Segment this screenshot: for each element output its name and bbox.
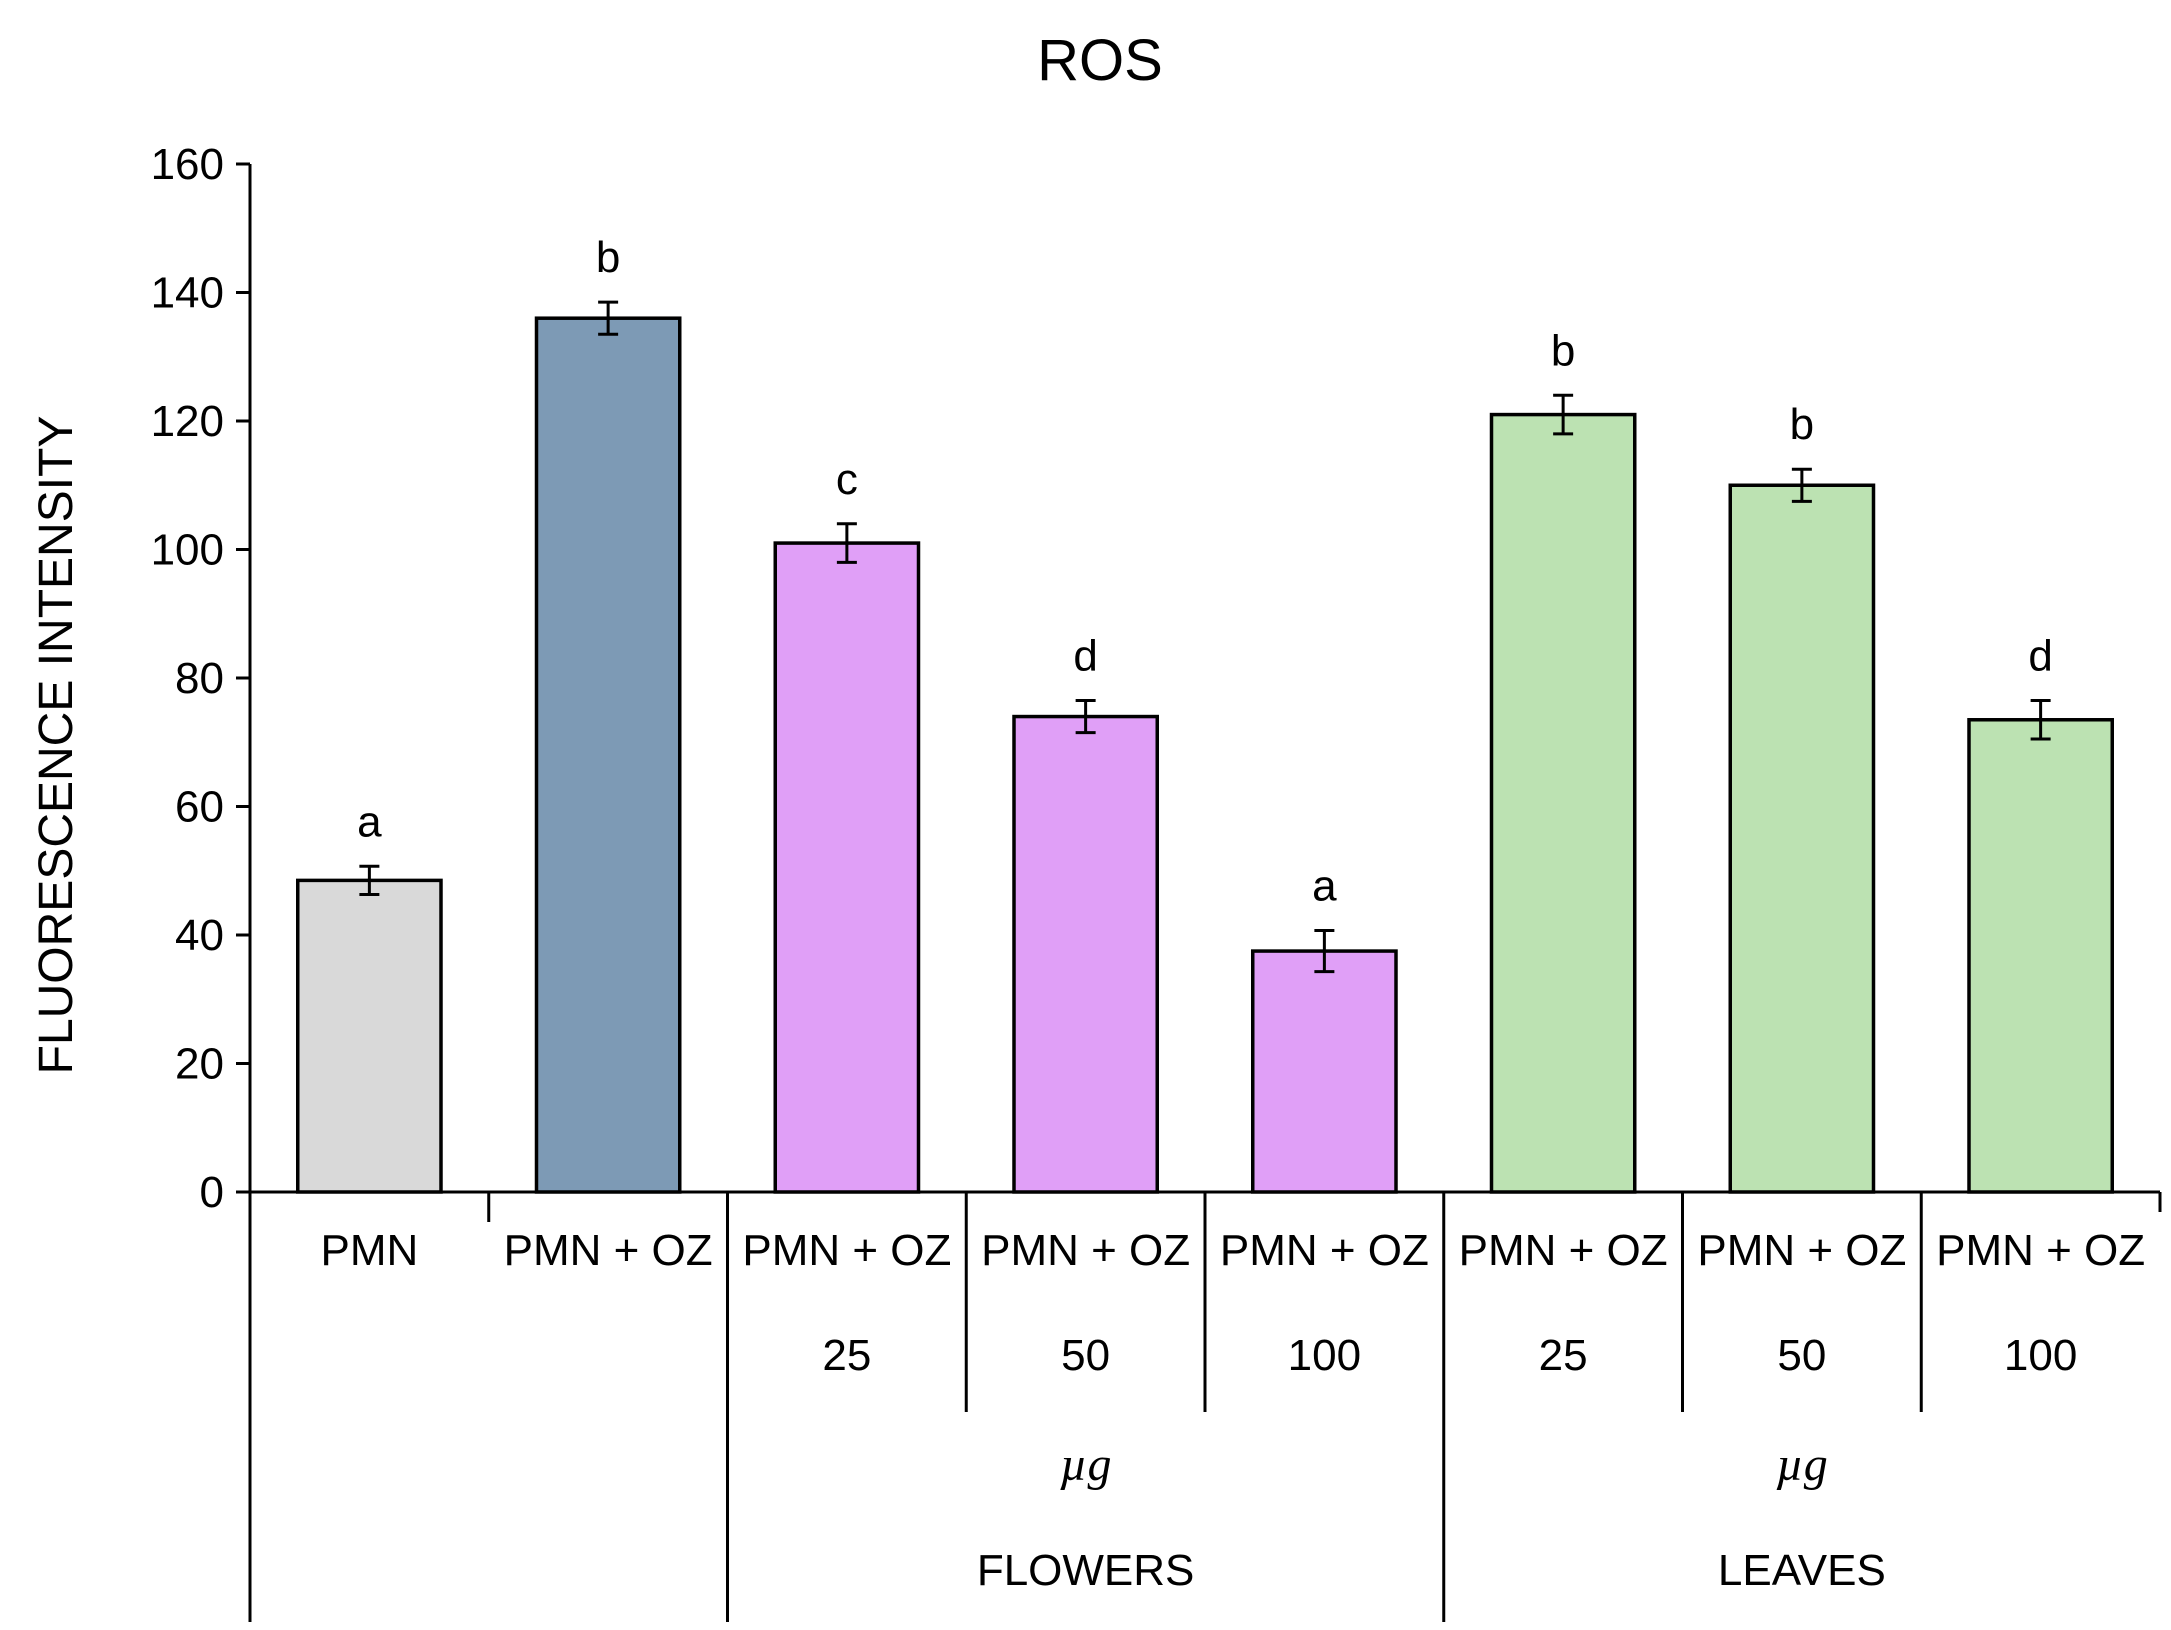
x-category-label: PMN + OZ bbox=[981, 1226, 1190, 1275]
x-dose-label: 50 bbox=[1777, 1331, 1826, 1380]
y-tick-label: 20 bbox=[175, 1040, 224, 1089]
x-dose-label: 25 bbox=[1539, 1331, 1588, 1380]
significance-label: a bbox=[1312, 862, 1337, 911]
significance-label: b bbox=[1551, 326, 1575, 375]
significance-label: d bbox=[2028, 631, 2052, 680]
x-category-label: PMN + OZ bbox=[1697, 1226, 1906, 1275]
significance-label: c bbox=[836, 455, 858, 504]
y-tick-label: 80 bbox=[175, 654, 224, 703]
bar bbox=[773, 541, 921, 1194]
x-unit-label: µg bbox=[1776, 1438, 1828, 1491]
x-category-label: PMN + OZ bbox=[742, 1226, 951, 1275]
y-tick-label: 160 bbox=[151, 140, 224, 189]
y-tick-label: 60 bbox=[175, 783, 224, 832]
x-group-label: FLOWERS bbox=[977, 1546, 1195, 1595]
bar bbox=[1012, 714, 1159, 1194]
x-category-label: PMN + OZ bbox=[1459, 1226, 1668, 1275]
x-dose-label: 100 bbox=[2004, 1331, 2077, 1380]
significance-label: b bbox=[1790, 400, 1814, 449]
x-unit-label: µg bbox=[1060, 1438, 1112, 1491]
y-axis-title: FLUORESCENCE INTENSITY bbox=[30, 416, 83, 1075]
x-group-label: LEAVES bbox=[1718, 1546, 1886, 1595]
x-category-label: PMN + OZ bbox=[504, 1226, 713, 1275]
y-axis: 0 20 40 60 80 100 120 140 160 bbox=[151, 140, 252, 1217]
x-dose-label: 50 bbox=[1061, 1331, 1110, 1380]
chart-title: ROS bbox=[1037, 28, 1163, 93]
bar bbox=[534, 316, 682, 1194]
x-category-label: PMN bbox=[320, 1226, 418, 1275]
x-dose-label: 100 bbox=[1288, 1331, 1361, 1380]
y-tick-label: 140 bbox=[151, 269, 224, 318]
x-category-label: PMN + OZ bbox=[1936, 1226, 2145, 1275]
significance-label: d bbox=[1073, 631, 1097, 680]
bar bbox=[1967, 718, 2114, 1194]
x-category-label: PMN + OZ bbox=[1220, 1226, 1429, 1275]
y-tick-label: 0 bbox=[200, 1168, 224, 1217]
significance-label: a bbox=[357, 797, 382, 846]
y-tick-label: 120 bbox=[151, 397, 224, 446]
bars: a b c d a b b d bbox=[296, 233, 2114, 1194]
bar bbox=[1489, 412, 1637, 1194]
x-axis: PMN PMN + OZ PMN + OZ 25 PMN + OZ 50 PMN + OZ 1… bbox=[248, 1190, 2162, 1622]
bar bbox=[1251, 949, 1398, 1194]
bar bbox=[296, 878, 443, 1194]
bar bbox=[1728, 483, 1876, 1194]
y-tick-label: 100 bbox=[151, 526, 224, 575]
y-tick-label: 40 bbox=[175, 911, 224, 960]
x-dose-label: 25 bbox=[822, 1331, 871, 1380]
significance-label: b bbox=[596, 233, 620, 282]
